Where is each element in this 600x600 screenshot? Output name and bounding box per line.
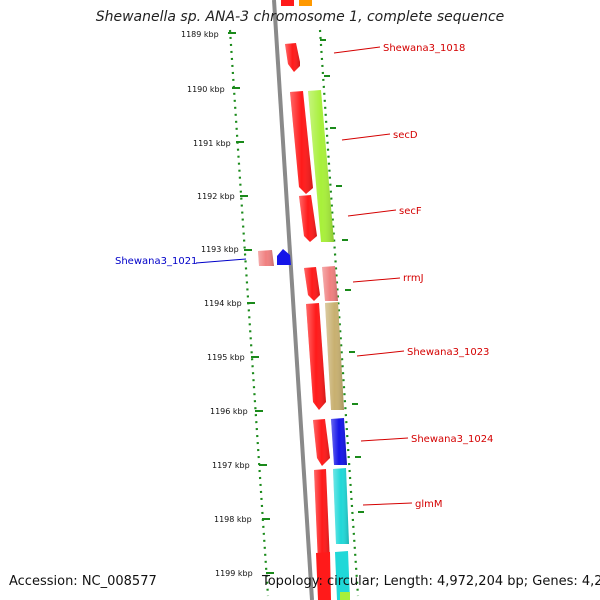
gene-secd[interactable] xyxy=(290,91,313,194)
feature-rrmj-pink[interactable] xyxy=(322,266,338,301)
gene-rrmj-adjacent[interactable] xyxy=(304,267,320,301)
map-title: Shewanella sp. ANA-3 chromosome 1, compl… xyxy=(95,9,505,25)
feature-shewana3-1023-olive[interactable] xyxy=(325,302,344,410)
leader-line xyxy=(341,133,391,141)
backbone xyxy=(272,0,314,600)
leader-line xyxy=(333,46,381,54)
gene-shewana3-1023-red[interactable] xyxy=(306,303,326,410)
leader-line xyxy=(356,350,405,357)
tick-label: 1189 kbp xyxy=(181,30,219,39)
gene-glmm-red[interactable] xyxy=(314,469,330,570)
feature-bottom-green[interactable] xyxy=(340,592,350,600)
leader-line xyxy=(360,437,409,442)
feature-secd-green[interactable] xyxy=(308,90,334,242)
tick-label: 1191 kbp xyxy=(193,139,231,148)
leader-line xyxy=(362,502,413,506)
feature-glmm-cyan[interactable] xyxy=(333,468,349,544)
gene-label-shewana3-1024[interactable]: Shewana3_1024 xyxy=(411,434,493,445)
gene-label-shewana3-1018[interactable]: Shewana3_1018 xyxy=(383,43,465,54)
gene-shewana3-1024-red[interactable] xyxy=(313,419,330,466)
gc-track-left xyxy=(228,29,270,597)
tick-label: 1198 kbp xyxy=(214,515,252,524)
leader-line xyxy=(352,277,401,283)
leader-line xyxy=(347,209,397,217)
gene-shewana3-1021[interactable] xyxy=(258,250,274,266)
tick-label: 1192 kbp xyxy=(197,192,235,201)
tick-marks xyxy=(228,32,364,574)
gene-label-glmm[interactable]: glmM xyxy=(415,499,443,510)
gene-label-rrmj[interactable]: rrmJ xyxy=(403,273,424,284)
feature-shewana3-1021-blue[interactable] xyxy=(277,249,291,265)
tick-label: 1194 kbp xyxy=(204,299,242,308)
gene-label-shewana3-1023[interactable]: Shewana3_1023 xyxy=(407,347,489,358)
accession-label: Accession: NC_008577 xyxy=(9,574,157,589)
tick-label: 1195 kbp xyxy=(207,353,245,362)
gene-top-red[interactable] xyxy=(281,0,294,6)
leader-line xyxy=(195,258,247,264)
gene-label-secf[interactable]: secF xyxy=(399,206,422,217)
gene-shewana3-1018[interactable] xyxy=(285,43,300,72)
gene-bottom-red[interactable] xyxy=(316,552,331,600)
feature-shewana3-1024-blue[interactable] xyxy=(331,418,347,465)
tick-label: 1197 kbp xyxy=(212,461,250,470)
tick-label: 1190 kbp xyxy=(187,85,225,94)
feature-bottom-cyan[interactable] xyxy=(335,551,350,600)
tick-label: 1196 kbp xyxy=(210,407,248,416)
gene-secf[interactable] xyxy=(299,195,317,242)
topology-label: Topology: circular; Length: 4,972,204 bp… xyxy=(262,574,600,589)
gene-label-secd[interactable]: secD xyxy=(393,130,418,141)
tick-label: 1193 kbp xyxy=(201,245,239,254)
tick-label: 1199 kbp xyxy=(215,569,253,578)
gene-top-orange[interactable] xyxy=(299,0,312,6)
gene-label-shewana3-1021[interactable]: Shewana3_1021 xyxy=(115,256,197,267)
